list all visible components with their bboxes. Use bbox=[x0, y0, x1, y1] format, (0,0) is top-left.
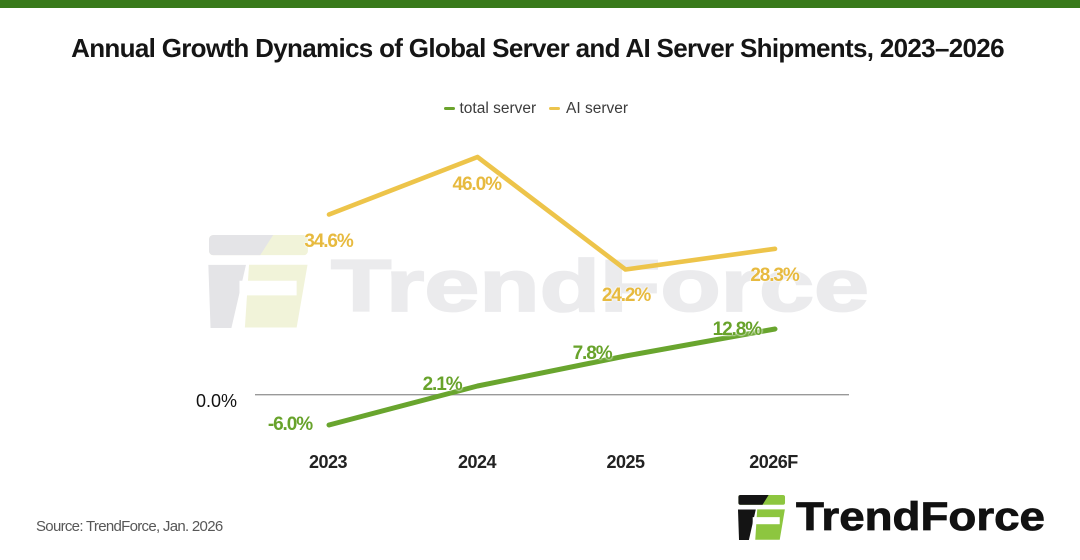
svg-text:TrendForce: TrendForce bbox=[796, 495, 1045, 539]
svg-text:TrendForce: TrendForce bbox=[331, 246, 869, 327]
